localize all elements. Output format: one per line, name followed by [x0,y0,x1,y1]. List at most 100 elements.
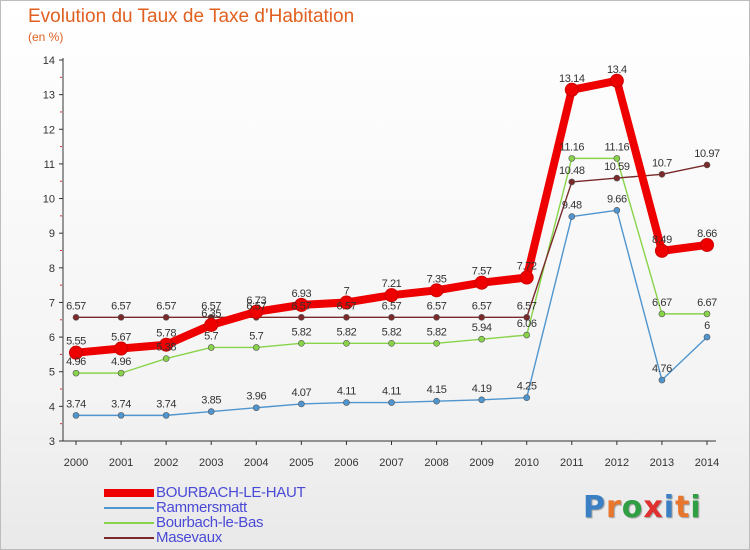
data-point [343,340,350,347]
data-label: 7.72 [517,261,537,273]
data-label: 9.66 [607,193,627,205]
data-label: 3.85 [201,395,221,407]
data-point [703,333,711,341]
y-tick-label: 11 [44,159,55,171]
x-tick-label: 2008 [424,457,448,469]
data-point [204,317,219,332]
x-tick-label: 2000 [64,457,88,469]
data-label: 3.96 [246,391,266,403]
data-point [568,213,576,220]
data-point [117,314,125,321]
x-tick-label: 2004 [244,457,268,469]
data-label: 6.57 [337,300,357,312]
data-label: 11.16 [604,141,629,153]
legend-swatch [104,488,154,497]
x-tick-label: 2007 [379,457,403,469]
data-point [162,314,170,321]
chart-title: Evolution du Taux de Taxe d'Habitation [28,6,355,27]
data-point [613,174,621,182]
data-label: 4.11 [382,386,401,398]
data-point [388,399,395,406]
data-label: 6.93 [291,288,311,300]
data-label: 6.67 [697,297,717,309]
data-label: 5.82 [291,326,311,338]
proxiti-logo: Proxiti [583,490,702,525]
legend-swatch [104,521,154,524]
data-label: 8.66 [697,228,717,240]
data-point [478,396,485,404]
data-label: 6.06 [517,318,537,330]
data-label: 4.76 [652,363,672,375]
data-label: 6.57 [66,300,86,312]
y-tick-label: 9 [49,228,55,240]
data-label: 7.35 [427,273,447,285]
x-tick-label: 2005 [289,457,313,469]
data-point [658,376,666,384]
data-label: 7.57 [472,266,492,278]
x-tick-label: 2006 [334,457,358,469]
data-label: 8.49 [652,234,672,246]
data-label: 5.38 [156,342,176,354]
y-tick-label: 12 [43,124,55,136]
data-label: 5.82 [427,326,447,338]
x-tick-label: 2002 [154,457,178,469]
data-point [72,412,80,419]
data-label: 6.57 [472,300,492,312]
data-label: 6.57 [517,300,537,312]
logo-letter: t [675,490,691,525]
data-label: 5.78 [156,328,176,340]
data-point [252,344,260,351]
data-label: 6.73 [246,295,266,307]
y-tick-label: 4 [49,401,55,413]
data-label: 10.59 [604,161,630,173]
data-point [613,207,621,214]
y-tick-label: 3 [49,436,55,448]
data-point [384,288,399,303]
data-label: 10.48 [559,165,585,177]
x-tick-label: 2003 [199,457,223,469]
x-tick-label: 2012 [605,457,629,469]
data-point [207,408,215,415]
data-point [298,314,305,321]
data-point [159,337,174,352]
data-point [519,270,534,285]
data-point [613,155,621,162]
data-point [523,331,531,339]
chart-subtitle: (en %) [28,30,64,44]
data-point [658,171,666,178]
data-label: 5.7 [204,330,218,342]
data-label: 7 [344,285,350,297]
y-tick-label: 5 [49,367,55,379]
data-label: 6.57 [156,300,176,312]
data-label: 10.7 [652,157,672,169]
data-label: 5.82 [382,326,402,338]
data-point [429,283,444,298]
data-label: 4.19 [472,383,492,395]
data-point [568,155,576,162]
data-point [523,314,531,321]
data-label: 3.74 [111,398,131,410]
logo-letter: i [690,490,702,525]
data-point [658,310,666,318]
data-label: 7.21 [382,278,402,290]
data-label: 4.25 [517,381,537,393]
data-label: 4.07 [291,387,311,399]
data-point [478,314,485,321]
data-point [117,412,125,419]
data-point [114,341,129,356]
y-tick-label: 10 [43,194,55,206]
data-point [523,394,531,402]
data-label: 6.57 [382,300,402,312]
data-point [388,314,395,321]
data-point [72,369,80,377]
data-label: 5.94 [472,322,492,334]
data-point [654,243,669,258]
data-label: 6 [704,320,710,332]
data-point [433,340,440,347]
data-label: 6.35 [201,308,221,320]
x-tick-label: 2009 [469,457,493,469]
data-label: 6.67 [652,297,672,309]
legend-label: Masevaux [156,529,222,546]
data-label: 11.16 [559,141,584,153]
